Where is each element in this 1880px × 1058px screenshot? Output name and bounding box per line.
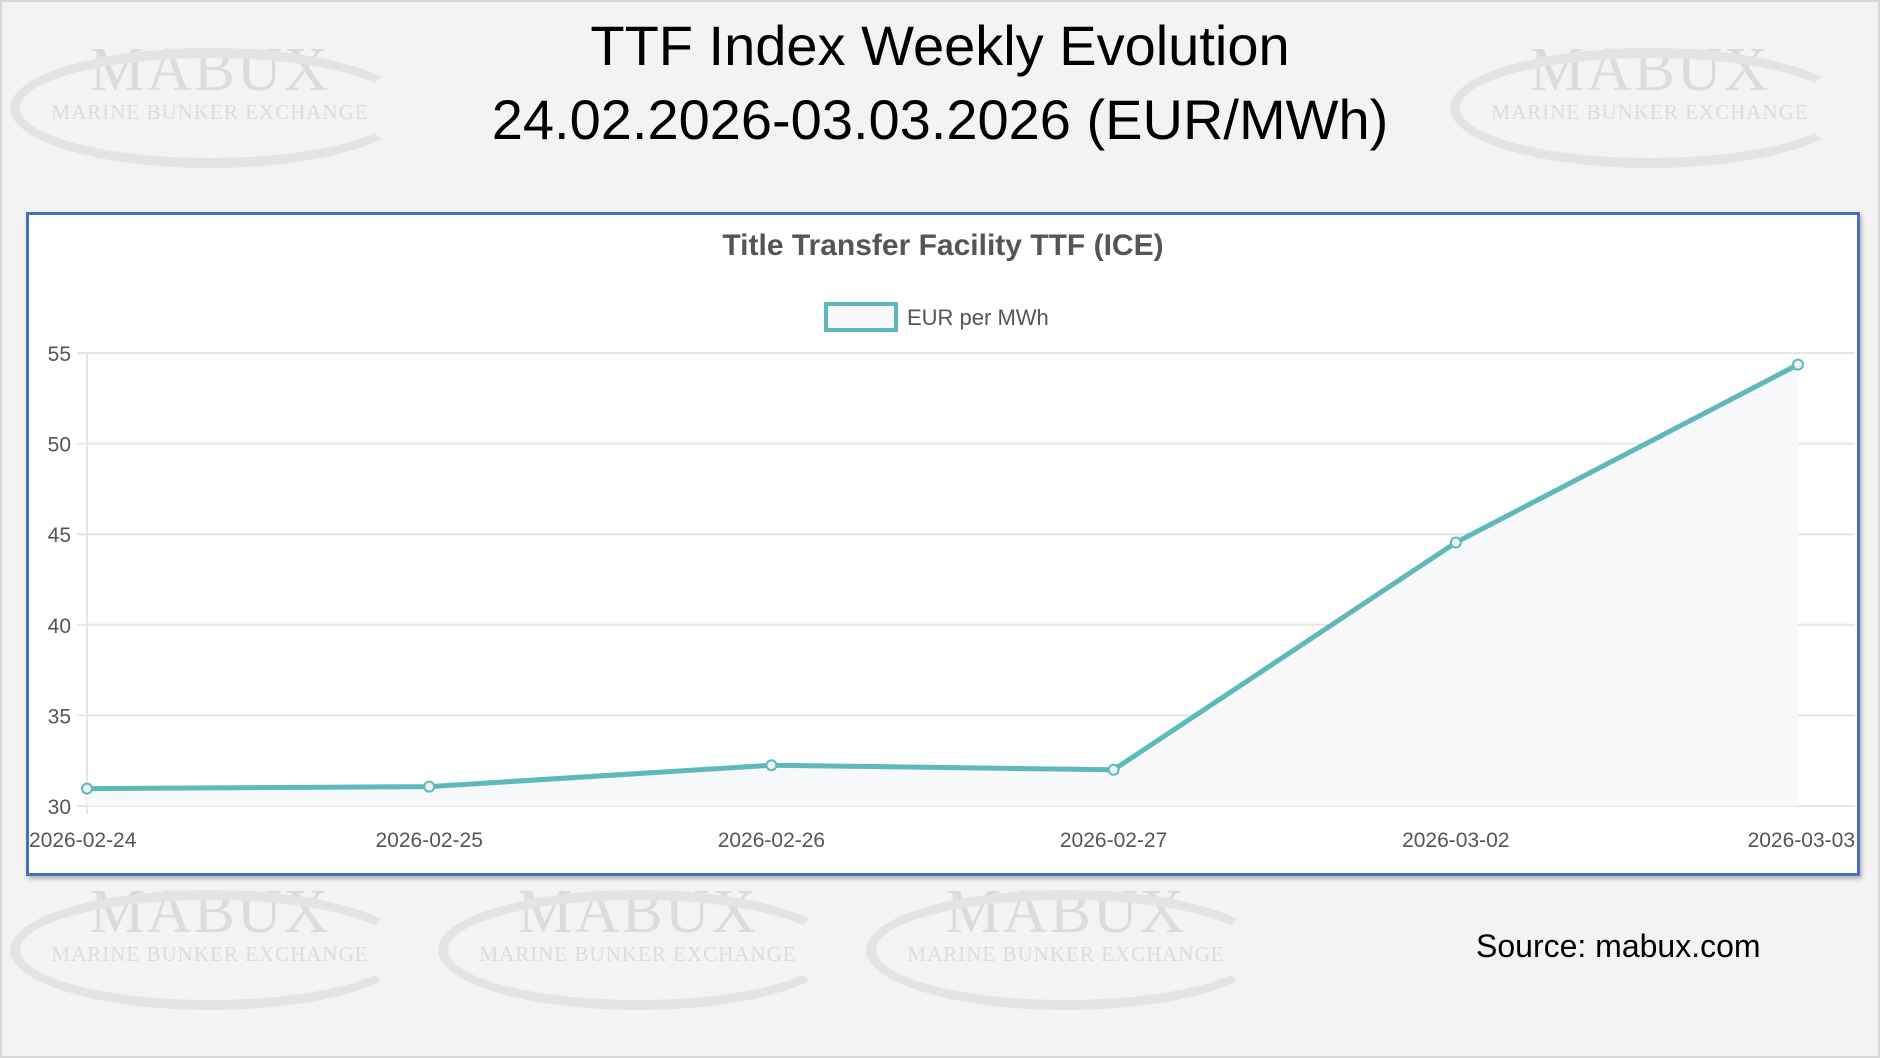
legend-swatch [824, 302, 898, 332]
source-label: Source: mabux.com [1476, 928, 1761, 964]
x-tick-label: 2026-02-26 [718, 829, 825, 852]
page-subtitle: 24.02.2026-03.03.2026 (EUR/MWh) [491, 88, 1389, 151]
y-tick-label: 40 [48, 615, 71, 638]
chart-panel: Title Transfer Facility TTF (ICE) EUR per… [26, 212, 1860, 876]
y-tick-label: 50 [48, 434, 71, 457]
series-line [86, 362, 1800, 792]
x-tick-label: 2026-02-25 [375, 829, 482, 852]
y-tick-label: 30 [48, 796, 71, 819]
data-point [1792, 358, 1804, 371]
x-tick-label: 2026-02-27 [1060, 829, 1167, 852]
y-tick-label: 45 [48, 524, 71, 547]
page-title: TTF Index Weekly Evolution [590, 14, 1290, 77]
data-point [1449, 536, 1462, 549]
y-tick-label: 35 [48, 705, 71, 728]
line-chart: Title Transfer Facility TTF (ICE) EUR per… [29, 229, 1855, 852]
x-tick-label: 2026-02-24 [29, 829, 137, 852]
y-tick-label: 55 [48, 343, 71, 366]
legend-label: EUR per MWh [907, 305, 1049, 330]
data-point [81, 782, 93, 795]
x-tick-label: 2026-03-03 [1748, 829, 1855, 852]
data-point [423, 780, 436, 793]
x-tick-label: 2026-03-02 [1402, 829, 1509, 852]
chart-title: Title Transfer Facility TTF (ICE) [722, 229, 1163, 262]
data-point [765, 759, 778, 772]
data-point [1107, 763, 1120, 776]
series-area [87, 364, 1798, 806]
